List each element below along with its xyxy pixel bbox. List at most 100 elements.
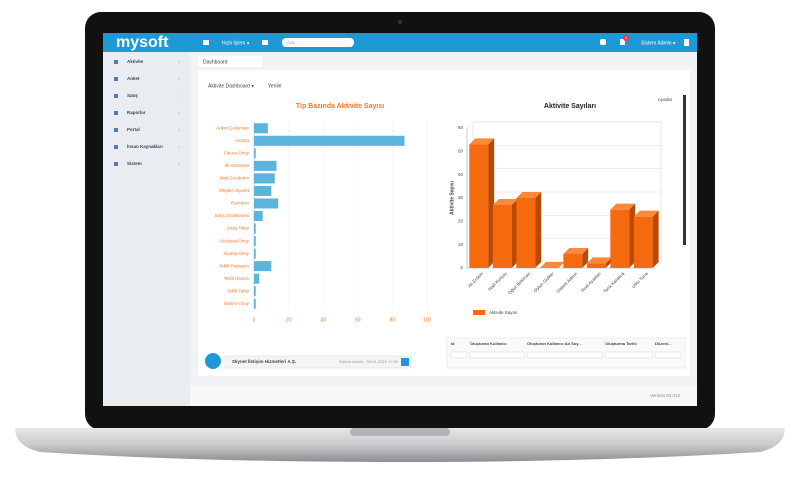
bar-top xyxy=(516,192,542,198)
bell-icon[interactable] xyxy=(620,39,625,45)
bar xyxy=(254,261,272,272)
x-tick-label: 60 xyxy=(355,317,361,323)
y-tick-label: Teklif Takip xyxy=(227,288,249,293)
x-tick-label: 0 xyxy=(253,317,256,323)
bar-top xyxy=(492,199,518,205)
x-tick-label: 80 xyxy=(390,317,396,323)
table-header: Oluşturma Tarihi xyxy=(605,341,637,346)
menu-item[interactable]: Aktivite xyxy=(127,59,144,64)
bar xyxy=(254,160,277,171)
chart-title: Tip Bazında Aktivite Sayısı xyxy=(296,103,384,110)
bar-top xyxy=(610,203,636,210)
notice xyxy=(224,355,412,369)
user-menu[interactable]: Sistem Admin ▾ xyxy=(641,40,676,46)
y-tick-label: 40 xyxy=(458,172,464,177)
menu-item[interactable]: Sistem xyxy=(127,161,142,166)
search-placeholder: Ara... xyxy=(287,40,298,45)
table-header: Id xyxy=(451,341,455,346)
bar xyxy=(254,185,272,196)
menu-icon xyxy=(114,145,118,149)
tab[interactable] xyxy=(198,56,262,67)
bar-side xyxy=(511,199,518,268)
menu-item[interactable]: Satış xyxy=(127,93,138,98)
x-tick-label: 40 xyxy=(320,317,326,323)
y-tick-label: 30 xyxy=(458,195,464,200)
menu-arrow: › xyxy=(178,161,180,167)
y-tick-label: Müşteri Ziyaret xyxy=(219,188,250,193)
notice-title: Skynet İletişim Hizmetleri A.Ş. xyxy=(232,358,296,364)
laptop-notch xyxy=(350,428,450,436)
grid-line xyxy=(466,121,661,129)
y-tick-label: Sevkiyat Onay xyxy=(220,238,250,243)
bar-side xyxy=(605,257,612,268)
quick-menu[interactable]: Hızlı İşlem ▾ xyxy=(222,39,250,46)
message-icon[interactable] xyxy=(600,39,606,45)
sidebar xyxy=(103,52,190,406)
bar-top xyxy=(563,248,589,254)
bar-side xyxy=(652,210,659,268)
bar xyxy=(254,273,260,284)
search-box[interactable] xyxy=(282,38,354,47)
badge xyxy=(623,35,629,41)
bar xyxy=(516,198,536,268)
menu-arrow: › xyxy=(178,127,180,133)
x-tick-label: 20 xyxy=(286,317,292,323)
y-tick-label: Arama xyxy=(236,138,250,143)
y-tick-label: Teklif Paylaşım xyxy=(219,263,249,268)
notice-button[interactable] xyxy=(401,358,409,366)
bar xyxy=(254,210,263,222)
y-tick-label: Ilk Görüşme xyxy=(225,163,250,168)
menu-item[interactable]: Portal xyxy=(127,127,140,132)
settings[interactable]: Ayarlar xyxy=(658,97,673,102)
filter-cell xyxy=(469,351,525,359)
menu-item[interactable]: Raporlar xyxy=(127,110,146,115)
notice-meta: Sistem Admin - 04.01.2019 17:55 xyxy=(339,359,399,364)
y-tick-label: Sipariş Onay xyxy=(223,251,250,256)
bar xyxy=(254,135,405,146)
y-axis-label: Aktivite Sayısı xyxy=(449,180,455,215)
bar xyxy=(254,198,279,209)
filter-cell xyxy=(604,351,653,359)
refresh[interactable]: Yenile xyxy=(268,83,282,89)
menu-icon xyxy=(114,128,118,132)
bar xyxy=(563,254,583,268)
version: Version 03.012 xyxy=(650,393,681,398)
menu-icon xyxy=(114,94,118,98)
bar xyxy=(492,205,512,268)
logout-icon[interactable] xyxy=(684,39,689,46)
menu-arrow: › xyxy=(178,59,180,65)
logo: mysoft xyxy=(116,34,169,51)
badge-count: 4 xyxy=(625,35,628,40)
y-tick-label: Satış Sözleşmesi xyxy=(214,213,249,218)
bar-top xyxy=(633,210,659,217)
y-tick-label: 0 xyxy=(460,265,463,270)
notice-avatar xyxy=(205,353,221,369)
menu-arrow: › xyxy=(178,144,180,150)
legend-swatch xyxy=(473,310,485,315)
menu-arrow: › xyxy=(178,76,180,82)
y-tick-label: Mail Gönderim xyxy=(220,176,250,181)
footer xyxy=(190,385,697,406)
bar xyxy=(254,236,256,247)
y-tick-label: Teklif Revize xyxy=(224,276,250,281)
table-header: Oluşturan Kullanıcı Ad Soy... xyxy=(527,341,581,346)
bar xyxy=(254,248,256,259)
menu-item[interactable]: Anket xyxy=(127,76,140,81)
y-tick-label: Anket Çalışması xyxy=(216,125,249,130)
bar-side xyxy=(582,248,589,268)
chart-icon[interactable] xyxy=(262,40,268,45)
bar xyxy=(254,173,275,184)
grid-icon xyxy=(203,40,209,45)
y-tick-label: 60 xyxy=(458,125,464,130)
bar-top xyxy=(469,138,495,145)
filter-cell xyxy=(526,351,603,359)
menu-item[interactable]: İnsan Kaynakları xyxy=(127,143,163,149)
bar xyxy=(586,263,606,268)
dashboard-menu[interactable]: Aktivite Dashboard ▾ xyxy=(208,83,254,89)
y-tick-label: Üretim Onay xyxy=(224,300,250,306)
bar xyxy=(254,298,256,309)
scrollbar xyxy=(683,95,686,245)
y-tick-label: Fatura Onay xyxy=(224,151,250,156)
y-tick-label: 50 xyxy=(458,149,464,154)
